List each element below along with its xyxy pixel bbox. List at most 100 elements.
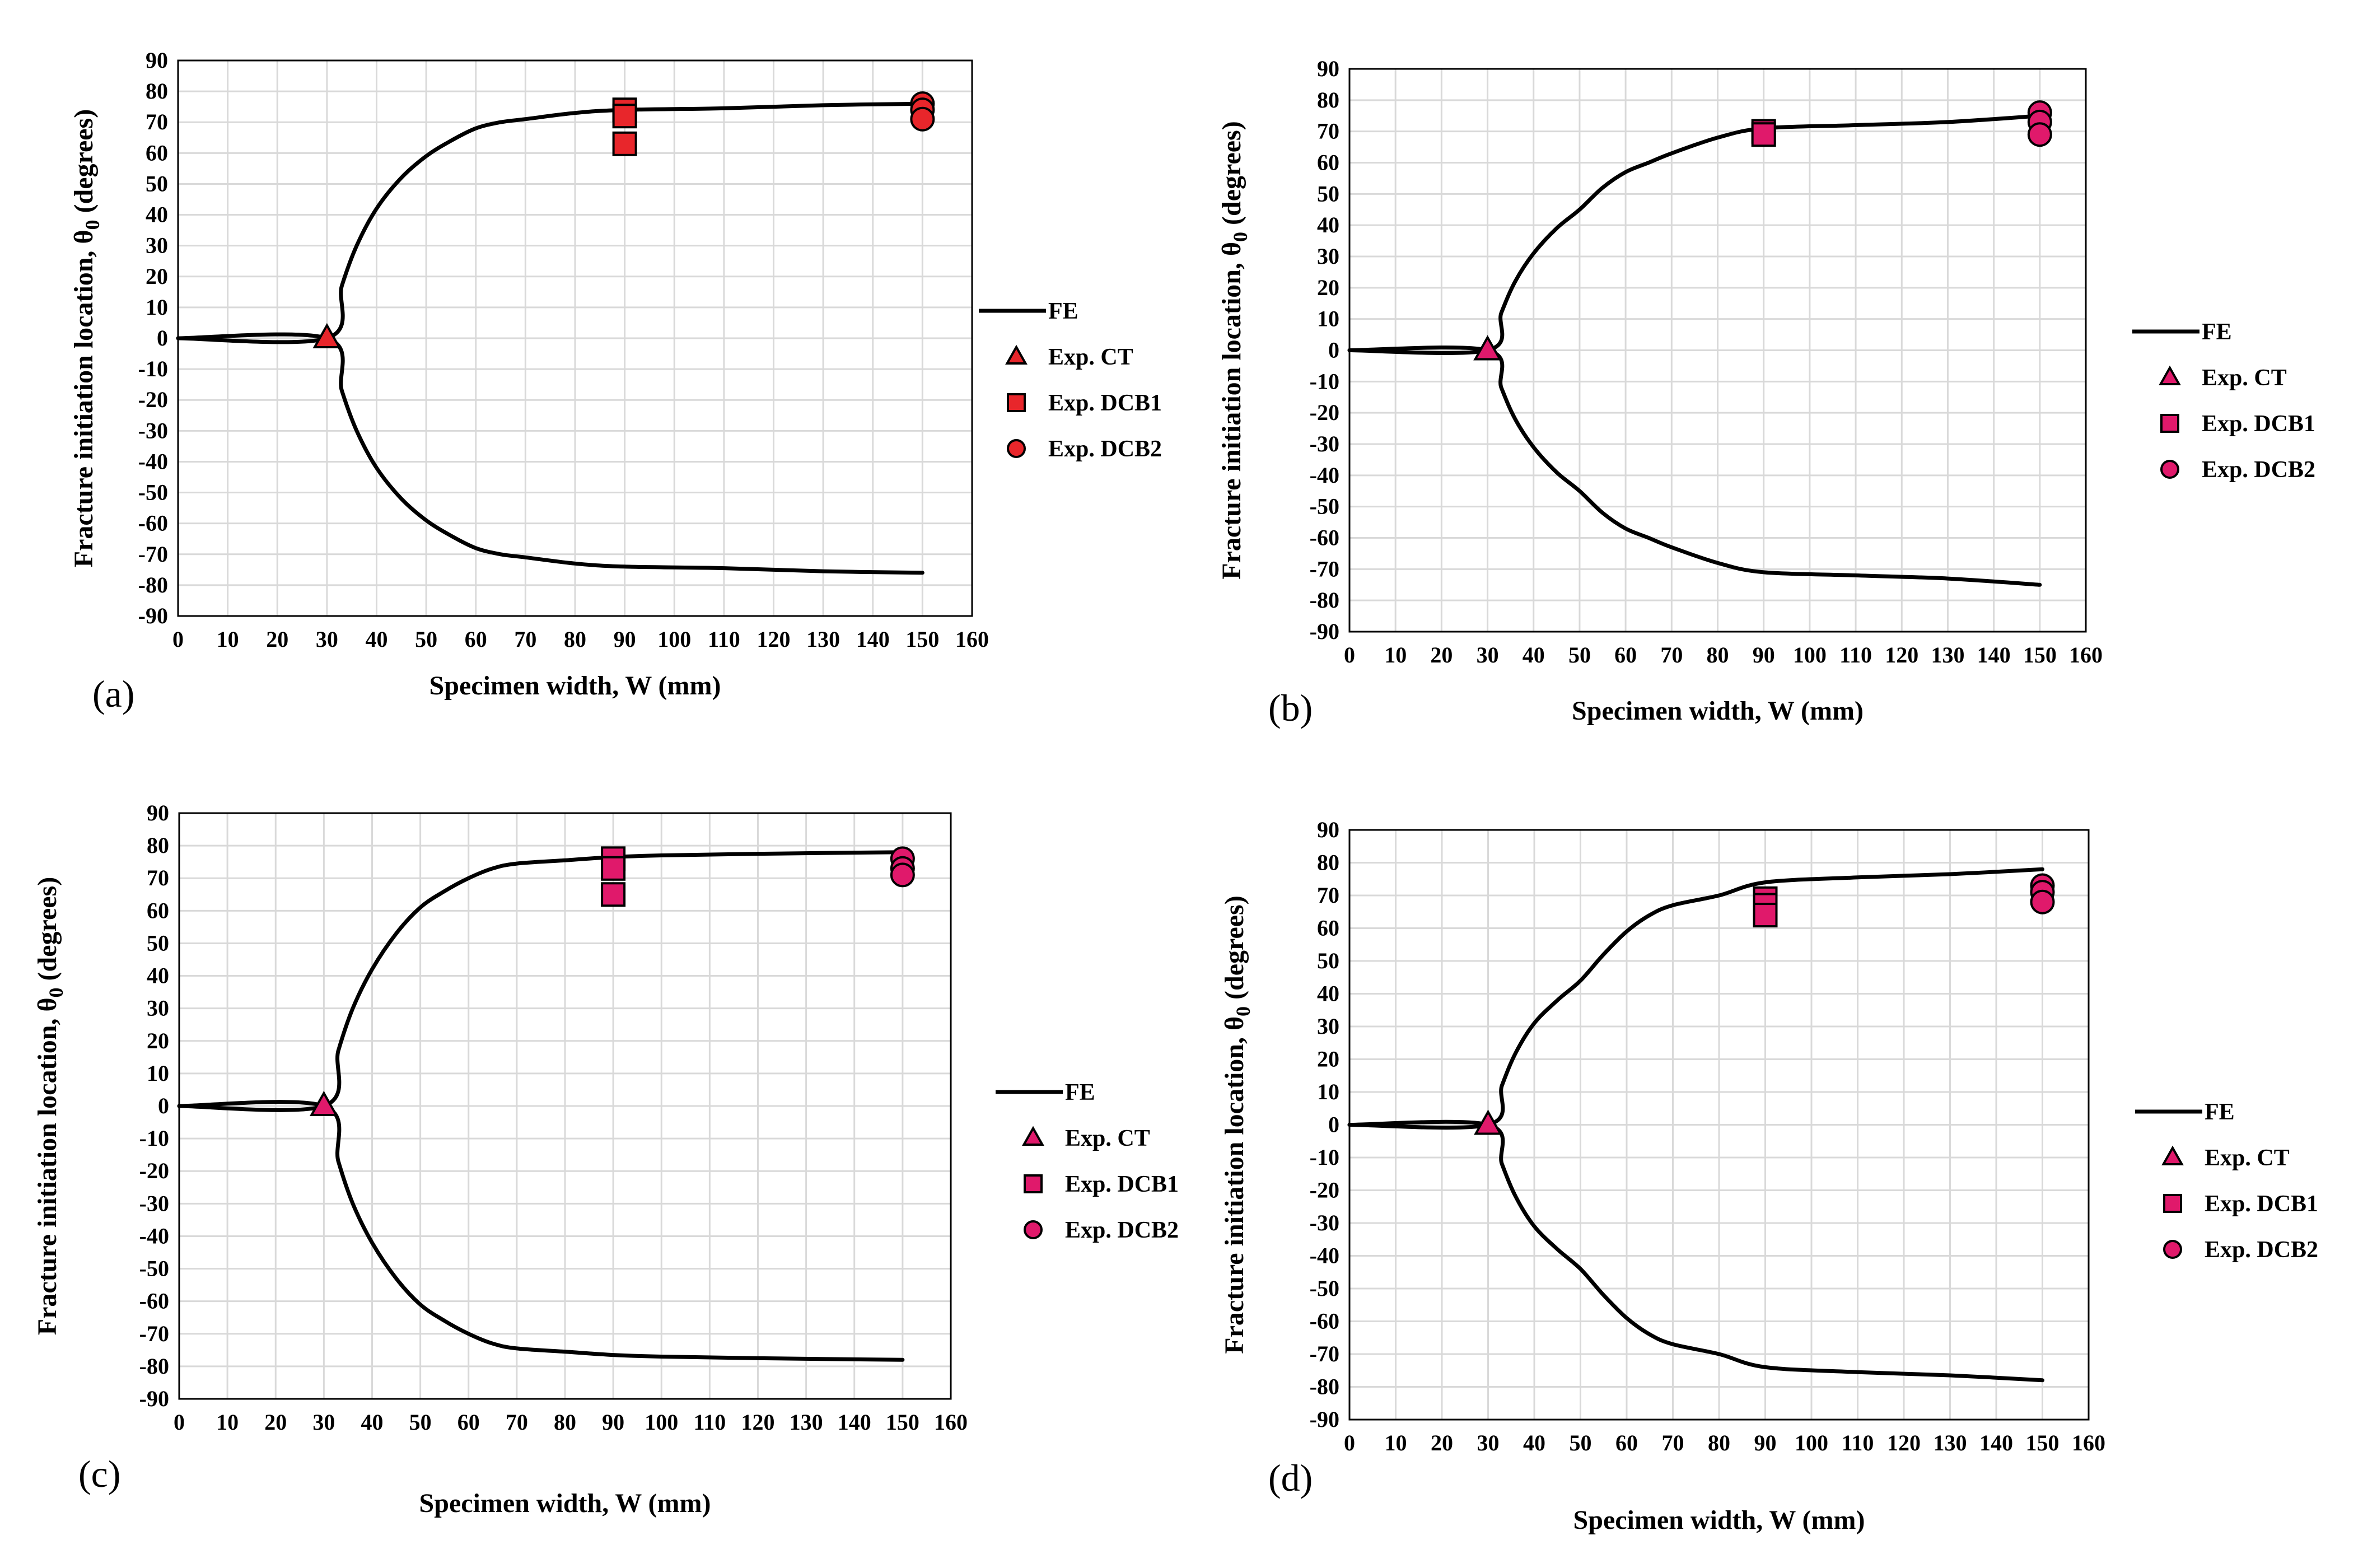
legend: FE Exp. CT Exp. DCB1 Exp. DCB2 [996,1080,1179,1243]
x-tick-label: 60 [1614,642,1637,668]
x-tick-label: 20 [264,1410,287,1435]
y-axis-title-main: Fracture initiation location, θ [1217,242,1246,580]
y-tick-label: -80 [1310,1374,1339,1399]
x-tick-label: 30 [1477,642,1499,668]
legend-exp-dcb1-marker [2160,414,2179,433]
x-tick-label: 80 [1708,1430,1730,1455]
x-axis-title: Specimen width, W (mm) [1573,1505,1865,1535]
x-tick-label: 100 [657,627,691,652]
x-tick-label: 110 [1839,642,1872,668]
x-tick-label: 80 [554,1410,576,1435]
x-tick-label: 20 [1430,642,1453,668]
x-tick-label: 70 [1660,642,1683,668]
x-tick-label: 30 [1477,1430,1500,1455]
y-tick-label: 80 [1317,87,1339,113]
x-tick-label: 160 [955,627,989,652]
x-tick-label: 70 [506,1410,528,1435]
y-tick-label: 60 [1317,916,1339,941]
x-tick-label: 160 [2072,1430,2105,1455]
fe-line [176,332,924,575]
y-tick-label: -90 [1310,619,1339,644]
legend-exp-dcb2-marker [1007,439,1026,458]
x-tick-label: 150 [2023,642,2057,668]
x-tick-label: 10 [217,627,239,652]
y-tick-label: 90 [147,800,169,825]
panel-label: (c) [78,1453,120,1495]
x-tick-label: 90 [1754,1430,1777,1455]
x-tick-label: 140 [856,627,890,652]
y-tick-label: -40 [138,449,168,474]
x-tick-label: 0 [1344,1430,1355,1455]
x-tick-label: 90 [614,627,636,652]
legend-exp-dcb2-marker [1024,1220,1043,1239]
y-tick-label: 50 [1317,948,1339,973]
y-tick-label: -60 [138,511,168,536]
y-tick-label: 80 [1317,850,1339,875]
legend-label-fe: FE [1048,298,1078,324]
x-tick-label: 40 [1523,642,1545,668]
y-tick-label: -80 [1310,587,1339,613]
fe-line [177,850,905,1112]
legend-label-exp-ct: Exp. CT [1065,1126,1150,1151]
y-tick-label: 20 [147,1028,169,1053]
legend-exp-ct-marker [1005,344,1028,365]
legend-label-exp-dcb2: Exp. DCB2 [2205,1237,2318,1263]
legend: FE Exp. CT Exp. DCB1 Exp. DCB2 [2132,319,2315,483]
x-tick-label: 100 [1795,1430,1828,1455]
y-tick-label: -20 [1310,400,1339,425]
x-tick-label: 20 [1431,1430,1453,1455]
x-tick-label: 60 [457,1410,480,1435]
y-axis-title-subscript: 0 [81,220,104,230]
panel-label: (a) [92,673,134,715]
x-tick-label: 0 [1344,642,1355,668]
marker-exp-ct [309,1090,338,1116]
fe-line [1347,867,2044,1130]
y-tick-label: 70 [1317,883,1339,908]
chart-panel-4: 0 10 20 30 40 50 60 70 80 90 100 110 120 130 140 150 160… [1220,817,2318,1535]
y-tick-label: 60 [147,898,169,923]
fe-line [1347,114,2042,355]
y-tick-label: -40 [1310,1243,1339,1268]
y-axis-title: Fracture initiation location, θ0 (degree… [1217,121,1251,579]
y-tick-label: 70 [147,865,169,890]
x-tick-label: 90 [1753,642,1775,668]
y-tick-label: 60 [146,140,168,165]
x-tick-label: 50 [1568,642,1591,668]
marker-exp-dcb2 [890,862,915,888]
x-tick-label: 40 [1523,1430,1545,1455]
x-tick-label: 120 [741,1410,775,1435]
y-axis-title-subscript: 0 [45,987,67,997]
y-axis-title: Fracture initiation location, θ0 (degree… [69,109,104,567]
y-tick-label: 10 [1317,1079,1339,1104]
marker-exp-dcb2 [2030,889,2055,914]
x-tick-label: 120 [757,627,791,652]
marker-exp-ct [1473,335,1502,361]
legend: FE Exp. CT Exp. DCB1 Exp. DCB2 [979,298,1162,462]
y-tick-label: 50 [147,930,169,955]
x-tick-label: 140 [1979,1430,2013,1455]
legend-label-exp-ct: Exp. CT [1048,344,1133,370]
y-tick-label: -80 [138,572,168,598]
y-tick-label: -30 [138,418,168,443]
y-tick-label: 60 [1317,150,1339,175]
y-tick-label: -40 [1310,463,1339,488]
x-tick-label: 20 [266,627,288,652]
y-axis-title-unit: (degrees) [69,109,99,220]
y-tick-label: -70 [1310,1341,1339,1366]
y-axis-title-main: Fracture initiation location, θ [32,997,62,1335]
y-tick-label: -10 [139,1126,169,1151]
y-axis-title-subscript: 0 [1229,232,1251,242]
legend-exp-dcb1-marker [1007,393,1026,412]
y-tick-label: -80 [139,1354,169,1379]
y-tick-label: 10 [146,295,168,320]
legend-exp-ct-marker [2159,365,2181,385]
legend-label-exp-dcb2: Exp. DCB2 [1048,436,1162,462]
legend-exp-dcb1-marker [2163,1194,2182,1213]
x-tick-label: 30 [312,1410,335,1435]
x-axis-title: Specimen width, W (mm) [419,1488,711,1518]
x-tick-label: 10 [1385,1430,1407,1455]
x-tick-label: 160 [934,1410,968,1435]
y-tick-label: 40 [1317,981,1339,1006]
y-tick-label: 20 [1317,1047,1339,1072]
